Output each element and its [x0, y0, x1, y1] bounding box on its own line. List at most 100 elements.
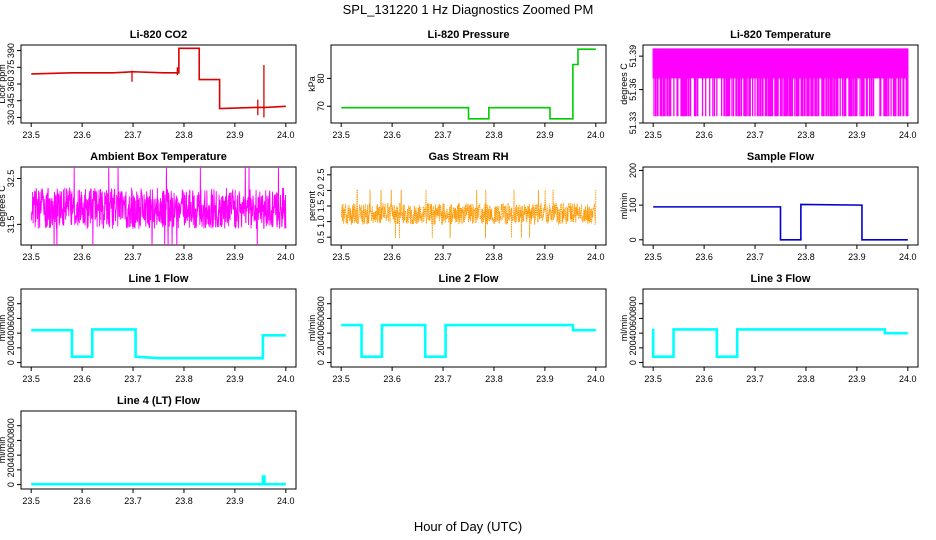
y-tick-label: 400 — [316, 326, 326, 341]
panel-title: Line 1 Flow — [129, 273, 189, 285]
x-tick-label: 23.9 — [848, 252, 866, 262]
y-tick-label: 0 — [6, 360, 16, 365]
plot-data — [341, 48, 596, 120]
x-tick-label: 23.9 — [226, 374, 244, 384]
x-tick-label: 23.6 — [383, 130, 401, 140]
plot-frame — [330, 166, 607, 246]
y-tick-label: 1.5 — [316, 200, 326, 213]
plot-data — [31, 47, 286, 118]
x-tick-label: 23.6 — [695, 130, 713, 140]
x-tick-label: 23.5 — [22, 252, 40, 262]
x-tick-label: 23.8 — [797, 374, 815, 384]
plot-data — [653, 203, 908, 241]
x-tick-label: 23.7 — [746, 374, 764, 384]
x-tick-label: 23.6 — [383, 374, 401, 384]
x-tick-label: 23.6 — [73, 374, 91, 384]
panel-title: Ambient Box Temperature — [90, 151, 227, 163]
panel-2: Li-820 Pressure 70 80 23.5 23.6 23.7 23.8 23.9 2… — [307, 29, 607, 140]
plot-frame — [20, 44, 297, 124]
x-tick-label: 23.6 — [695, 374, 713, 384]
x-tick-label: 23.9 — [226, 496, 244, 506]
y-tick-label: 800 — [6, 418, 16, 433]
panel-5: Gas Stream RH 0.5 1.0 1.5 2.0 2.5 23.5 23.6 23.7… — [307, 151, 607, 262]
x-tick-label: 24.0 — [587, 252, 605, 262]
plot-frame — [330, 44, 607, 124]
y-tick-label: 390 — [6, 43, 16, 58]
x-tick-label: 23.7 — [434, 374, 452, 384]
y-axis-label: degrees C — [0, 185, 7, 227]
panel-title: Line 3 Flow — [751, 273, 811, 285]
y-tick-label: 600 — [628, 311, 638, 326]
x-tick-label: 23.8 — [175, 374, 193, 384]
y-tick-label: 600 — [316, 311, 326, 326]
x-tick-label: 23.8 — [175, 496, 193, 506]
y-tick-label: 330 — [6, 110, 16, 125]
x-tick-label: 23.8 — [797, 252, 815, 262]
y-axis-label: ml/min — [0, 437, 7, 464]
x-tick-label: 23.5 — [332, 374, 350, 384]
plot-frame — [20, 410, 297, 490]
y-tick-label: 0 — [6, 482, 16, 487]
x-tick-label: 24.0 — [277, 130, 295, 140]
x-tick-label: 23.9 — [226, 252, 244, 262]
y-tick-label: 0 — [316, 360, 326, 365]
x-tick-label: 23.5 — [22, 130, 40, 140]
y-tick-label: 80 — [316, 73, 326, 83]
y-tick-label: 2.5 — [316, 169, 326, 182]
y-tick-label: 200 — [6, 462, 16, 477]
series-line — [651, 328, 908, 358]
plot-frame — [642, 44, 919, 124]
x-tick-label: 23.8 — [175, 130, 193, 140]
y-axis-label: degrees C — [619, 63, 629, 105]
series-line — [31, 475, 286, 486]
x-tick-label: 24.0 — [899, 374, 917, 384]
x-tick-label: 23.8 — [485, 252, 503, 262]
y-tick-label: 360 — [6, 76, 16, 91]
x-tick-label: 23.9 — [226, 130, 244, 140]
y-axis-label: ml/min — [619, 193, 629, 220]
x-tick-label: 24.0 — [899, 130, 917, 140]
x-tick-label: 23.5 — [332, 130, 350, 140]
figure-title: SPL_131220 1 Hz Diagnostics Zoomed PM — [343, 2, 594, 17]
panel-title: Line 2 Flow — [439, 273, 499, 285]
x-tick-label: 24.0 — [899, 252, 917, 262]
x-tick-label: 23.6 — [73, 130, 91, 140]
x-tick-label: 23.8 — [175, 252, 193, 262]
panel-title: Li-820 Temperature — [730, 29, 831, 41]
x-tick-label: 23.5 — [22, 496, 40, 506]
y-axis-label: ml/min — [0, 315, 7, 342]
y-tick-label: 51.36 — [628, 78, 638, 101]
y-axis-label: kPa — [307, 76, 317, 92]
x-tick-label: 23.9 — [536, 374, 554, 384]
plot-frame — [20, 166, 297, 246]
y-tick-label: 200 — [6, 340, 16, 355]
x-tick-label: 23.6 — [73, 496, 91, 506]
figure-xlabel: Hour of Day (UTC) — [414, 519, 522, 534]
y-tick-label: 0 — [628, 360, 638, 365]
y-tick-label: 400 — [6, 448, 16, 463]
y-axis-label: percent — [307, 190, 317, 221]
panel-title: Sample Flow — [747, 151, 815, 163]
y-tick-label: 31.5 — [6, 216, 16, 234]
plot-frame — [330, 288, 607, 368]
panel-title: Li-820 Pressure — [428, 29, 510, 41]
y-axis-label: ml/min — [619, 315, 629, 342]
x-tick-label: 23.7 — [746, 252, 764, 262]
x-tick-label: 23.8 — [485, 374, 503, 384]
panel-title: Li-820 CO2 — [130, 29, 187, 41]
x-tick-label: 23.6 — [73, 252, 91, 262]
y-tick-label: 100 — [628, 198, 638, 213]
x-tick-label: 24.0 — [277, 496, 295, 506]
x-tick-label: 23.6 — [383, 252, 401, 262]
x-tick-label: 23.9 — [848, 130, 866, 140]
x-tick-label: 24.0 — [587, 374, 605, 384]
x-tick-label: 23.9 — [848, 374, 866, 384]
series-line — [31, 47, 286, 110]
plot-frame — [20, 288, 297, 368]
plot-data — [341, 323, 596, 358]
series-line — [30, 167, 287, 245]
